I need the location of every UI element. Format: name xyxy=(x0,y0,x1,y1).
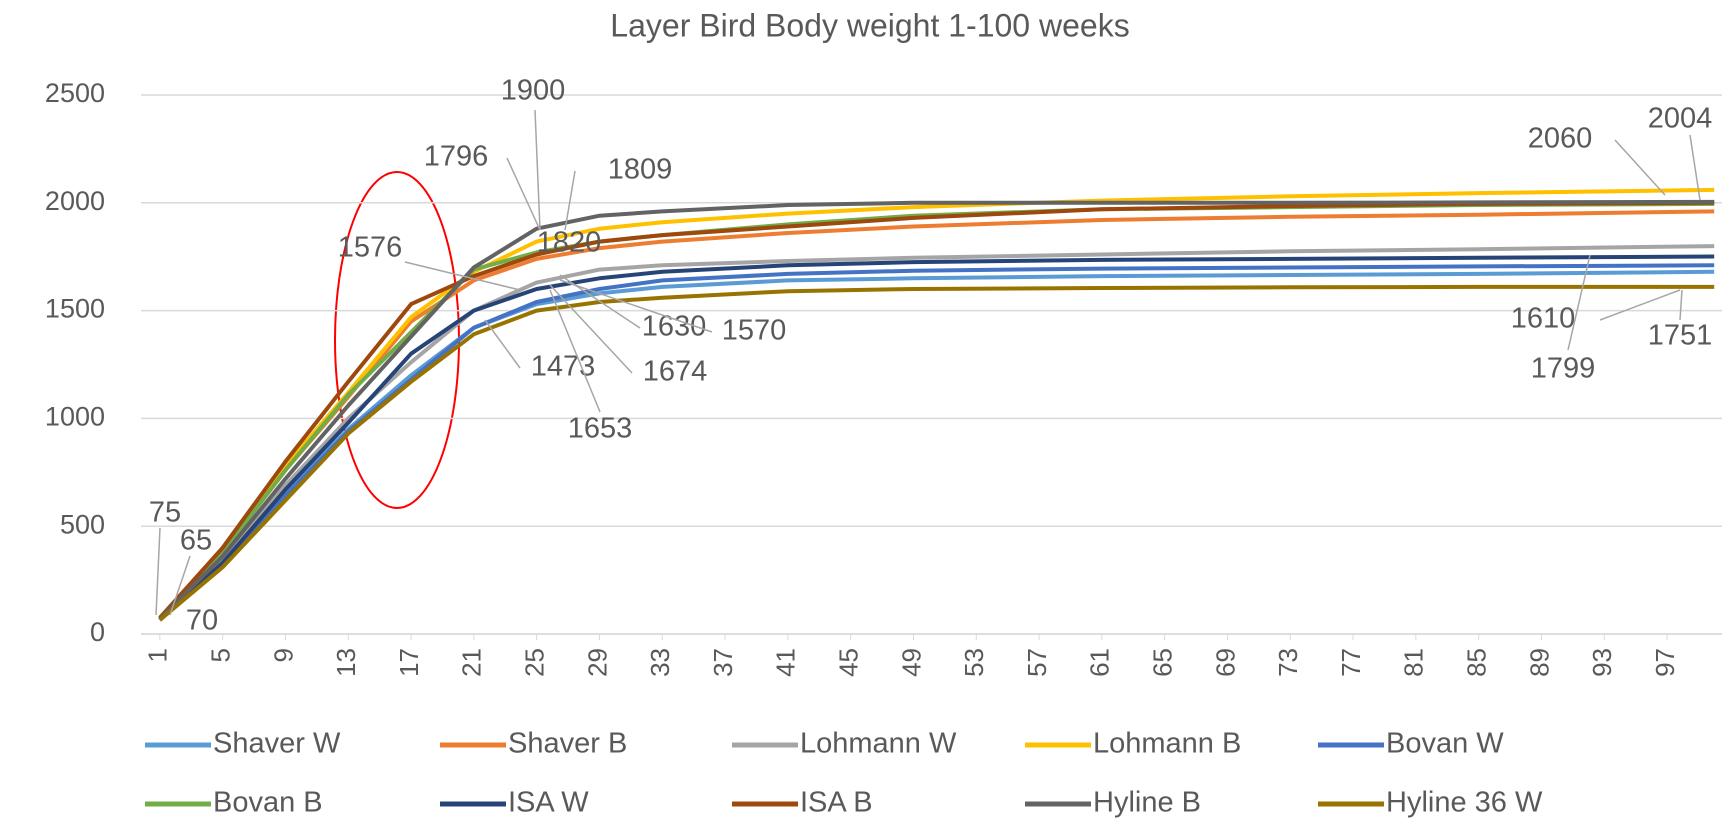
annotation: 1473 xyxy=(531,351,596,383)
annotation-leader xyxy=(1689,134,1701,201)
y-tick-label: 0 xyxy=(90,617,105,647)
x-tick-label: 77 xyxy=(1336,648,1366,677)
annotation-leader xyxy=(1567,254,1591,351)
annotation-leader xyxy=(1599,289,1681,321)
legend-label: Bovan W xyxy=(1386,728,1504,760)
annotation: 1809 xyxy=(608,154,673,186)
annotation: 1570 xyxy=(722,315,787,347)
x-tick-label: 29 xyxy=(582,648,612,677)
x-tick-label: 17 xyxy=(394,648,424,677)
legend-label: Hyline 36 W xyxy=(1386,787,1543,819)
annotation: 1653 xyxy=(568,413,633,445)
annotation-leader xyxy=(169,555,191,616)
x-tick-label: 97 xyxy=(1650,648,1680,677)
annotation: 2060 xyxy=(1528,123,1593,155)
annotation: 1610 xyxy=(1511,303,1576,335)
series-line xyxy=(158,244,1715,621)
y-tick-label: 2500 xyxy=(45,78,105,108)
x-tick-label: 61 xyxy=(1085,648,1115,677)
x-tick-label: 1 xyxy=(143,648,173,662)
x-tick-label: 93 xyxy=(1587,648,1617,677)
legend-label: Bovan B xyxy=(213,787,323,819)
y-tick-label: 500 xyxy=(60,509,105,539)
annotation-leader xyxy=(1614,139,1666,196)
annotation-leader xyxy=(559,279,713,333)
x-tick-label: 49 xyxy=(896,648,926,677)
annotation-leader xyxy=(484,319,521,369)
x-tick-label: 41 xyxy=(771,648,801,677)
annotation: 1820 xyxy=(537,227,602,259)
annotation-leader xyxy=(1679,289,1683,321)
legend-label: Shaver W xyxy=(213,728,341,760)
annotation-leader xyxy=(549,289,601,413)
series-line xyxy=(158,187,1715,620)
series-line xyxy=(158,263,1715,622)
legend-label: Lohmann B xyxy=(1093,728,1241,760)
x-tick-label: 5 xyxy=(206,648,236,662)
annotation: 75 xyxy=(149,497,181,529)
legend-label: ISA B xyxy=(800,787,873,819)
x-tick-label: 13 xyxy=(331,648,361,677)
chart-title: Layer Bird Body weight 1-100 weeks xyxy=(610,7,1129,43)
x-tick-label: 45 xyxy=(834,648,864,677)
annotation-leader xyxy=(549,284,633,374)
series-line xyxy=(158,200,1715,620)
x-tick-label: 73 xyxy=(1273,648,1303,677)
annotation: 1751 xyxy=(1648,320,1713,352)
annotation-leader xyxy=(506,157,541,231)
legend-label: Lohmann W xyxy=(800,728,957,760)
series-line xyxy=(158,199,1715,621)
annotation: 1674 xyxy=(643,356,708,388)
legend-label: ISA W xyxy=(508,787,589,819)
series-line xyxy=(158,254,1715,622)
y-tick-label: 2000 xyxy=(45,186,105,216)
x-tick-label: 9 xyxy=(268,648,298,662)
annotation-leader xyxy=(404,261,521,291)
annotation: 1796 xyxy=(424,141,489,173)
annotation: 1799 xyxy=(1531,353,1596,385)
x-tick-label: 53 xyxy=(959,648,989,677)
annotation: 70 xyxy=(186,605,218,637)
x-tick-label: 89 xyxy=(1524,648,1554,677)
x-tick-label: 69 xyxy=(1210,648,1240,677)
x-tick-label: 65 xyxy=(1148,648,1178,677)
annotation-leader xyxy=(155,527,161,616)
x-tick-label: 25 xyxy=(520,648,550,677)
x-tick-label: 37 xyxy=(708,648,738,677)
x-tick-label: 33 xyxy=(645,648,675,677)
y-tick-label: 1000 xyxy=(45,402,105,432)
y-tick-label: 1500 xyxy=(45,294,105,324)
x-tick-label: 85 xyxy=(1462,648,1492,677)
annotation: 65 xyxy=(180,525,212,557)
annotation-leader xyxy=(564,170,576,231)
annotation: 1576 xyxy=(338,232,403,264)
legend-label: Shaver B xyxy=(508,728,627,760)
annotation: 1900 xyxy=(501,75,566,107)
legend-label: Hyline B xyxy=(1093,787,1201,819)
x-tick-label: 21 xyxy=(457,648,487,677)
x-tick-label: 57 xyxy=(1022,648,1052,677)
annotation-leader xyxy=(534,109,541,231)
annotation: 2004 xyxy=(1648,103,1713,135)
x-tick-label: 81 xyxy=(1399,648,1429,677)
